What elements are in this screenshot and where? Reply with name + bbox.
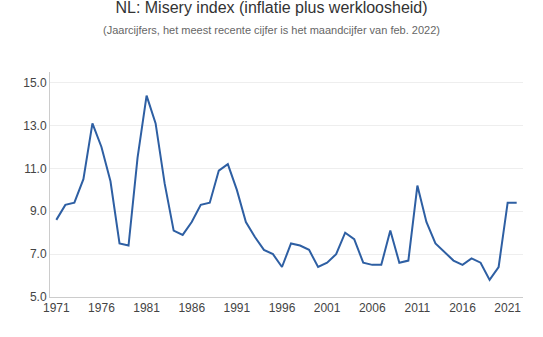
svg-text:1991: 1991 [223, 301, 250, 315]
svg-text:1996: 1996 [269, 301, 296, 315]
svg-text:5.0: 5.0 [30, 290, 47, 304]
svg-text:1971: 1971 [43, 301, 70, 315]
svg-text:11.0: 11.0 [24, 162, 47, 176]
svg-text:1976: 1976 [88, 301, 115, 315]
svg-text:1986: 1986 [178, 301, 205, 315]
svg-text:2016: 2016 [449, 301, 476, 315]
svg-text:2021: 2021 [494, 301, 521, 315]
svg-text:1981: 1981 [133, 301, 160, 315]
svg-text:2006: 2006 [359, 301, 386, 315]
svg-text:2011: 2011 [404, 301, 430, 315]
svg-text:13.0: 13.0 [23, 119, 47, 133]
svg-text:15.0: 15.0 [23, 76, 47, 90]
svg-text:2001: 2001 [314, 301, 341, 315]
svg-text:7.0: 7.0 [30, 247, 47, 261]
svg-text:NL: Misery index (inflatie plu: NL: Misery index (inflatie plus werkloos… [103, 0, 440, 36]
svg-text:9.0: 9.0 [30, 204, 47, 218]
